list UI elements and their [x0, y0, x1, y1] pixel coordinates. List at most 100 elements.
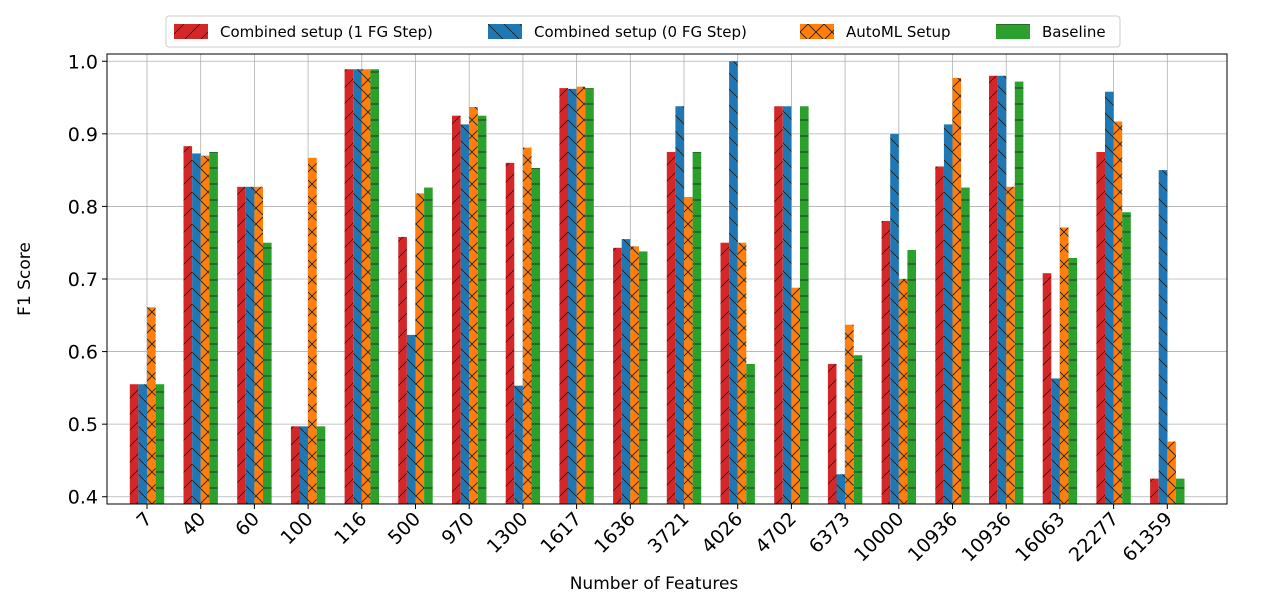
- legend-label: Combined setup (1 FG Step): [220, 23, 433, 41]
- x-tick-label: 500: [384, 508, 425, 549]
- bar-baseline-16063: [1068, 257, 1078, 504]
- bar-combined-setup-0-fg-step-1300: [514, 385, 523, 504]
- bar-baseline-116: [370, 69, 379, 505]
- bar-combined-setup-1-fg-step-10936: [989, 75, 998, 505]
- bar-baseline-500: [424, 187, 433, 505]
- bar-baseline-40: [209, 151, 218, 505]
- x-tick-label: 3721: [644, 508, 694, 558]
- bar-combined-setup-0-fg-step-6373: [836, 474, 846, 504]
- bar-baseline-10936: [1014, 81, 1024, 504]
- legend-swatch: [174, 24, 208, 39]
- y-tick-label: 0.8: [68, 196, 98, 218]
- bar-baseline-7: [155, 384, 165, 504]
- bar-combined-setup-0-fg-step-1636: [621, 239, 631, 504]
- legend-label: AutoML Setup: [846, 23, 951, 41]
- bar-baseline-60: [263, 242, 272, 504]
- bar-combined-setup-1-fg-step-500: [398, 236, 407, 504]
- y-tick-label: 0.6: [68, 342, 98, 364]
- bar-combined-setup-1-fg-step-61359: [1150, 478, 1159, 504]
- bar-combined-setup-1-fg-step-4702: [774, 106, 783, 504]
- bar-combined-setup-1-fg-step-3721: [666, 151, 676, 505]
- x-tick-label: 61359: [1119, 508, 1177, 566]
- legend-swatch: [488, 24, 522, 39]
- bar-combined-setup-0-fg-step-116: [353, 69, 362, 505]
- bar-baseline-4026: [746, 363, 755, 504]
- bars: [129, 61, 1185, 505]
- bar-automl-setup-500: [415, 193, 425, 504]
- bar-combined-setup-1-fg-step-1636: [613, 247, 622, 505]
- x-tick-label: 7: [132, 508, 156, 532]
- bar-baseline-61359: [1175, 478, 1185, 504]
- bar-automl-setup-16063: [1059, 227, 1069, 504]
- legend: Combined setup (1 FG Step) Combined setup…: [165, 15, 1121, 48]
- bar-baseline-1300: [531, 167, 541, 504]
- y-tick-label: 0.7: [68, 269, 98, 291]
- x-ticks: 7 40 60 100 116 500 970 1300 1617 1636 3721 4026 470…: [132, 504, 1177, 566]
- bar-combined-setup-0-fg-step-61359: [1158, 170, 1168, 504]
- bar-combined-setup-0-fg-step-1617: [568, 88, 577, 504]
- x-tick-label: 22277: [1065, 508, 1123, 566]
- bar-combined-setup-0-fg-step-16063: [1051, 378, 1060, 504]
- y-tick-label: 0.5: [68, 414, 98, 436]
- bar-combined-setup-1-fg-step-100: [290, 426, 300, 504]
- x-tick-label: 40: [178, 508, 211, 541]
- bar-combined-setup-0-fg-step-10936: [943, 124, 953, 505]
- bar-baseline-970: [477, 115, 487, 504]
- x-tick-label: 1636: [590, 508, 640, 558]
- bar-combined-setup-1-fg-step-10000: [881, 220, 891, 504]
- bar-automl-setup-7: [147, 307, 156, 504]
- bar-combined-setup-0-fg-step-10000: [890, 133, 899, 504]
- bar-automl-setup-61359: [1167, 441, 1176, 504]
- bar-combined-setup-1-fg-step-40: [183, 146, 193, 504]
- bar-combined-setup-1-fg-step-1300: [505, 162, 515, 504]
- legend-frame: [165, 15, 1121, 48]
- bar-automl-setup-970: [469, 106, 478, 504]
- bar-baseline-1636: [638, 251, 648, 504]
- bar-combined-setup-0-fg-step-4702: [782, 106, 792, 504]
- bar-automl-setup-10936: [952, 77, 962, 504]
- bar-combined-setup-1-fg-step-116: [344, 69, 354, 505]
- x-tick-label: 10936: [904, 508, 962, 566]
- bar-automl-setup-1300: [522, 147, 532, 504]
- bar-combined-setup-1-fg-step-1617: [559, 88, 568, 505]
- bar-combined-setup-0-fg-step-4026: [729, 61, 738, 504]
- bar-automl-setup-116: [361, 69, 371, 505]
- x-tick-label: 10000: [850, 508, 908, 566]
- bar-baseline-10000: [907, 249, 916, 504]
- x-tick-label: 4026: [697, 508, 747, 558]
- x-tick-label: 16063: [1011, 508, 1069, 566]
- bar-automl-setup-1617: [576, 86, 586, 504]
- y-tick-label: 0.9: [68, 124, 98, 146]
- x-tick-label: 4702: [751, 508, 801, 558]
- bar-combined-setup-1-fg-step-10936: [935, 166, 944, 504]
- x-tick-label: 100: [276, 508, 317, 549]
- bar-automl-setup-22277: [1113, 121, 1123, 504]
- bar-combined-setup-0-fg-step-3721: [675, 106, 684, 504]
- bar-combined-setup-0-fg-step-100: [299, 426, 309, 504]
- bar-combined-setup-0-fg-step-970: [460, 124, 470, 505]
- bar-combined-setup-0-fg-step-22277: [1105, 91, 1114, 505]
- legend-swatch: [800, 24, 834, 39]
- x-tick-label: 1617: [536, 508, 586, 558]
- bar-automl-setup-6373: [845, 324, 854, 504]
- bar-automl-setup-3721: [684, 196, 693, 505]
- bar-baseline-1617: [585, 88, 594, 505]
- bar-combined-setup-0-fg-step-40: [192, 153, 201, 504]
- bar-automl-setup-1636: [630, 246, 639, 504]
- x-axis-label: Number of Features: [570, 574, 739, 594]
- y-axis-label: F1 Score: [15, 242, 35, 316]
- y-ticks: 0.4 0.5 0.6 0.7 0.8 0.9 1.0: [68, 51, 107, 509]
- bar-automl-setup-4702: [791, 287, 800, 504]
- bar-baseline-6373: [853, 355, 863, 504]
- bar-combined-setup-1-fg-step-970: [452, 115, 461, 504]
- bar-automl-setup-40: [200, 155, 210, 505]
- x-tick-label: 1300: [483, 508, 533, 558]
- bar-combined-setup-0-fg-step-500: [406, 334, 416, 504]
- bar-combined-setup-1-fg-step-16063: [1042, 273, 1052, 504]
- bar-automl-setup-100: [308, 157, 317, 505]
- bar-baseline-22277: [1122, 212, 1131, 505]
- bar-combined-setup-1-fg-step-60: [237, 186, 246, 504]
- legend-label: Baseline: [1042, 23, 1106, 41]
- bar-combined-setup-0-fg-step-10936: [997, 75, 1007, 505]
